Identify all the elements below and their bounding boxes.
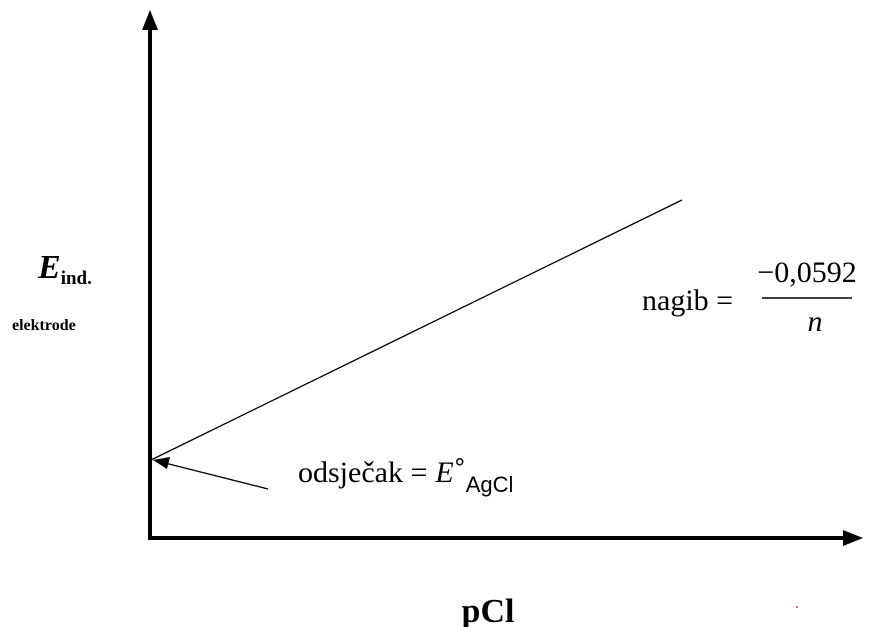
y-axis-arrow xyxy=(142,10,158,30)
y-label: Eind. xyxy=(37,249,92,289)
y-subscript: ind. xyxy=(61,268,92,289)
y-electrode-label: elektrode xyxy=(12,317,76,334)
intercept-symbol: E xyxy=(434,456,453,489)
intercept-arrowhead xyxy=(153,457,170,469)
slope-denominator: n xyxy=(808,305,823,338)
x-label: pCl xyxy=(462,593,515,627)
intercept-text: odsječak = E°AgCl xyxy=(298,454,513,497)
intercept-label: odsječak = xyxy=(298,456,427,489)
intercept-subscript: AgCl xyxy=(466,472,514,497)
slope-label: nagib = xyxy=(642,284,733,317)
intercept-pointer xyxy=(164,462,269,490)
y-symbol: E xyxy=(37,249,61,286)
intercept-degree: ° xyxy=(454,454,466,482)
dot xyxy=(796,606,798,608)
slope-numerator: −0,0592 xyxy=(757,256,856,289)
x-axis-arrow xyxy=(843,530,863,546)
line xyxy=(150,199,683,461)
